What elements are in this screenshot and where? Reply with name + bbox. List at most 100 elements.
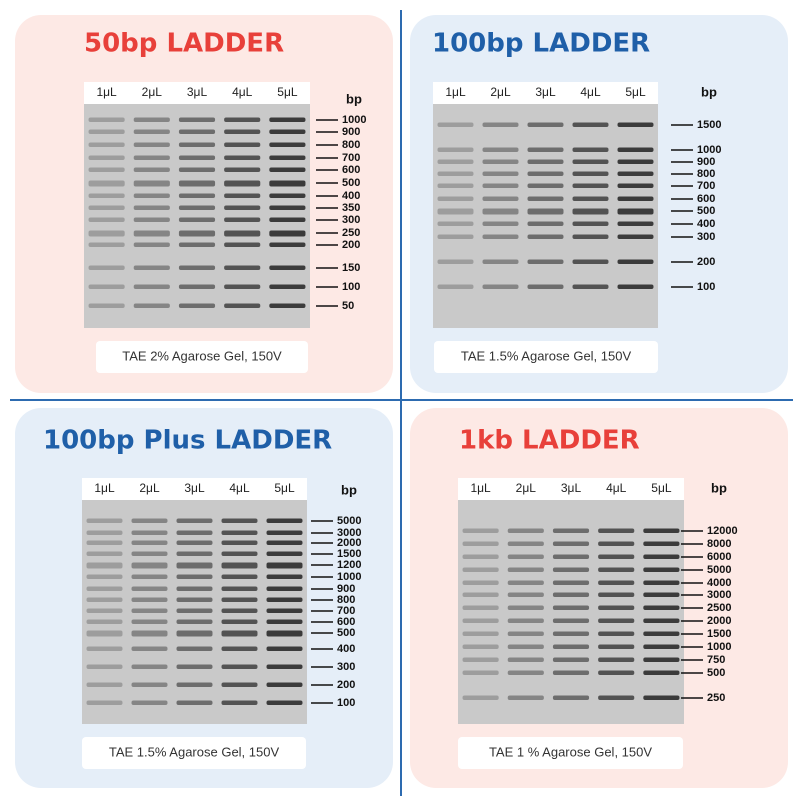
size-label: 1500	[697, 119, 721, 131]
gel-band	[131, 540, 168, 545]
gel-band	[86, 518, 123, 523]
gel-band	[552, 670, 590, 675]
gel-band	[86, 586, 123, 591]
caption: TAE 1.5% Agarose Gel, 150V	[461, 348, 632, 363]
gel-band	[88, 217, 125, 222]
gel-band	[507, 670, 544, 675]
gel-band	[507, 567, 544, 572]
gel-band	[462, 657, 499, 662]
gel-band	[269, 193, 306, 198]
gel-band	[572, 147, 609, 152]
lane-label: 2μL	[139, 481, 160, 495]
gel-band	[133, 242, 170, 247]
gel-band	[131, 574, 168, 579]
gel-band	[266, 562, 303, 569]
gel-band	[224, 265, 261, 270]
size-label: 3000	[707, 589, 731, 601]
gel-band	[86, 682, 123, 687]
gel-band	[482, 196, 519, 201]
gel-band	[462, 592, 499, 597]
gel-band	[266, 700, 303, 705]
gel-band	[88, 180, 125, 187]
gel-band	[437, 183, 474, 188]
gel-band	[598, 618, 635, 623]
gel-band	[462, 644, 499, 649]
lane-header	[82, 478, 307, 500]
lane-label: 2μL	[142, 85, 163, 99]
gel-band	[131, 608, 168, 613]
gel-band	[527, 234, 564, 239]
gel-band	[617, 284, 654, 289]
size-label: 600	[697, 193, 715, 205]
size-label: 700	[342, 152, 360, 164]
gel-band	[527, 259, 564, 264]
gel-band	[617, 159, 654, 164]
gel-band	[266, 646, 303, 651]
gel-band	[643, 580, 680, 585]
gel-band	[178, 242, 216, 247]
gel-band	[266, 664, 303, 669]
gel-band	[131, 664, 168, 669]
gel-band	[617, 234, 654, 239]
gel-band	[552, 605, 590, 610]
caption: TAE 1 % Agarose Gel, 150V	[489, 744, 652, 759]
size-label: 300	[337, 661, 355, 673]
gel-band	[437, 284, 474, 289]
gel-band	[88, 142, 125, 147]
size-label: 200	[697, 256, 715, 268]
size-label: 2500	[707, 602, 731, 614]
gel-band	[572, 171, 609, 176]
lane-label: 3μL	[184, 481, 205, 495]
gel-band	[269, 230, 306, 237]
gel-band	[552, 631, 590, 636]
lane-label: 5μL	[625, 85, 646, 99]
size-label: 400	[342, 190, 360, 202]
gel-band	[176, 518, 213, 523]
caption-box	[434, 341, 658, 373]
gel-band	[131, 597, 168, 602]
gel-band	[176, 562, 213, 569]
gel-band	[437, 221, 474, 226]
size-label: 8000	[707, 538, 731, 550]
gel-band	[507, 541, 544, 546]
gel-band	[462, 618, 499, 623]
gel-band	[617, 196, 654, 201]
gel-band	[176, 597, 213, 602]
gel-band	[221, 619, 258, 624]
gel-band	[266, 530, 303, 535]
gel-band	[176, 540, 213, 545]
gel-band	[266, 619, 303, 624]
gel-band	[598, 657, 635, 662]
caption-box	[82, 737, 306, 769]
panel-title: 1kb LADDER	[459, 426, 640, 456]
gel-band	[482, 147, 519, 152]
size-label: 800	[337, 594, 355, 606]
gel-band	[221, 586, 258, 591]
gel-band	[133, 217, 170, 222]
lane-label: 4μL	[580, 85, 601, 99]
size-label: 100	[697, 281, 715, 293]
gel-band	[224, 242, 261, 247]
gel-band	[178, 180, 216, 187]
gel-band	[178, 265, 216, 270]
gel-band	[221, 562, 258, 569]
gel-band	[133, 265, 170, 270]
gel-band	[176, 700, 213, 705]
gel-band	[643, 528, 680, 533]
gel-band	[224, 217, 261, 222]
gel-band	[643, 618, 680, 623]
size-label: 1500	[707, 628, 731, 640]
gel-band	[507, 657, 544, 662]
lane-label: 3μL	[187, 85, 208, 99]
size-label: 1000	[697, 144, 721, 156]
gel-band	[224, 129, 261, 134]
gel-band	[86, 608, 123, 613]
gel-band	[133, 142, 170, 147]
gel-band	[598, 541, 635, 546]
gel-band	[643, 567, 680, 572]
size-label: 600	[337, 616, 355, 628]
gel-band	[178, 142, 216, 147]
gel-band	[131, 700, 168, 705]
lane-header	[458, 478, 684, 500]
size-label: 300	[342, 214, 360, 226]
